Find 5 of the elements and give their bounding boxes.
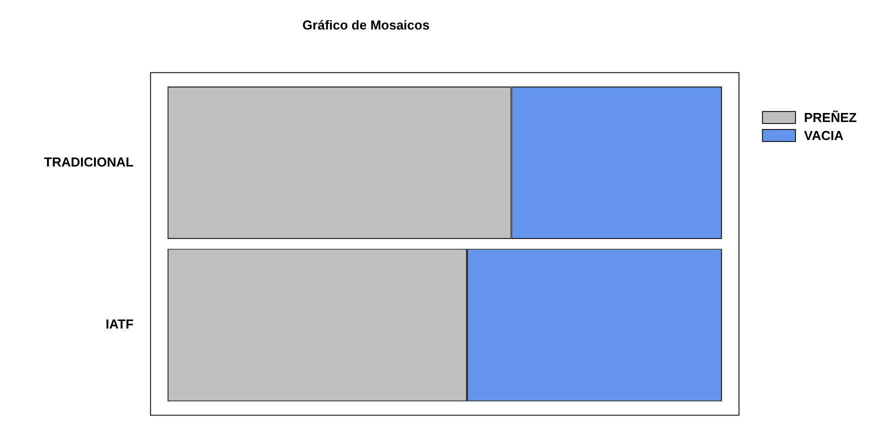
- y-tick-label: IATF: [106, 316, 134, 332]
- y-tick-label: TRADICIONAL: [44, 154, 134, 170]
- text: PREÑEZ: [804, 110, 857, 124]
- chart-title: Gráfico de Mosaicos: [302, 17, 430, 32]
- legend-label: VACIA: [804, 128, 844, 142]
